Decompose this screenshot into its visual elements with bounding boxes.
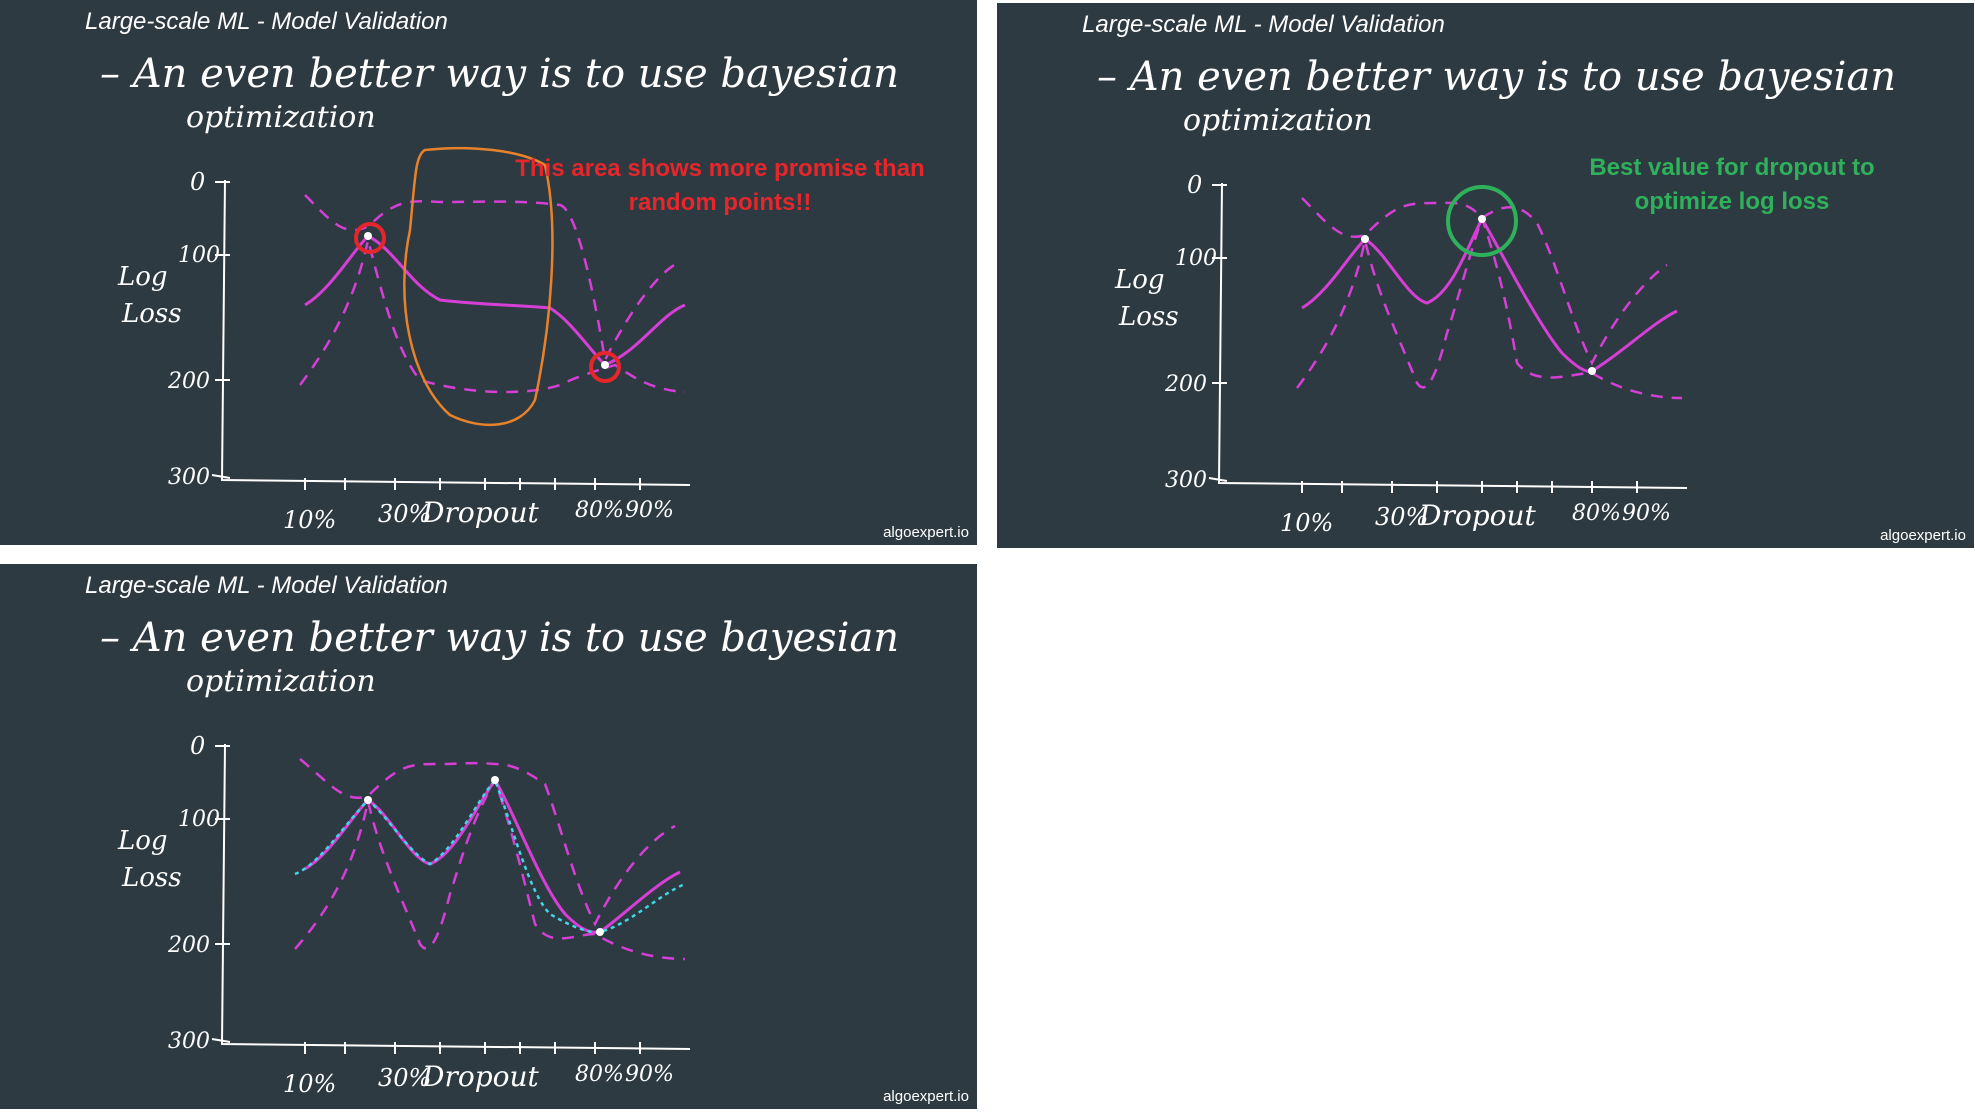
y-ticks (211, 181, 231, 479)
upper-confidence-band (299, 758, 676, 927)
observed-point (1361, 235, 1369, 243)
y-tick-label-300: 300 (168, 1029, 210, 1054)
y-tick-label-200: 200 (1164, 372, 1207, 397)
best-value-circle (1446, 185, 1518, 257)
heading-line-1: – An even better way is to use bayesian (1097, 54, 1897, 100)
x-tick-label-90: 90% (625, 1062, 674, 1087)
slide-title: Large-scale ML - Model Validation (85, 8, 448, 35)
x-tick-label-80: 80% (1572, 501, 1621, 526)
observed-point (364, 232, 372, 240)
slide-1: Large-scale ML - Model Validation – An e… (0, 0, 977, 545)
heading-line-1: – An even better way is to use bayesian (100, 615, 900, 661)
slide-title: Large-scale ML - Model Validation (85, 572, 448, 599)
best-value-annotation: Best value for dropout to optimize log l… (1589, 154, 1875, 215)
lower-confidence-band (1295, 214, 1683, 400)
x-axis-label: Dropout (421, 1060, 540, 1093)
heading: – An even better way is to use bayesian … (1097, 51, 1896, 139)
x-tick-label-30: 30% (378, 500, 431, 528)
y-tick-label-100: 100 (178, 807, 220, 832)
y-tick-label-100: 100 (178, 243, 220, 268)
x-tick-label-90: 90% (625, 498, 674, 523)
y-ticks (211, 745, 231, 1043)
x-tick-label-10: 10% (283, 506, 336, 534)
lower-confidence-band (294, 776, 686, 961)
watermark: algoexpert.io (1880, 527, 1966, 544)
heading-line-2: optimization (186, 100, 376, 135)
heading: – An even better way is to use bayesian … (100, 48, 899, 136)
y-axis-label-line-2: Loss (121, 863, 182, 893)
x-tick-label-90: 90% (1622, 501, 1671, 526)
promise-annotation: This area shows more promise than random… (515, 155, 925, 216)
heading-line-2: optimization (186, 664, 376, 699)
y-axis-label-line-2: Loss (1118, 302, 1179, 332)
x-tick-label-10: 10% (1280, 509, 1333, 537)
axes (1217, 182, 1688, 489)
y-tick-label-0: 0 (190, 168, 205, 196)
x-tick-label-80: 80% (575, 498, 624, 523)
y-tick-label-0: 0 (1187, 171, 1202, 199)
x-ticks (1301, 481, 1638, 493)
x-ticks (304, 478, 641, 490)
heading-line-2: optimization (1183, 103, 1373, 138)
upper-confidence-band (304, 194, 681, 364)
observed-point (1478, 215, 1486, 223)
y-tick-label-200: 200 (167, 369, 210, 394)
mean-curve (304, 777, 681, 934)
observed-point (491, 776, 499, 784)
highlight-circle (589, 351, 621, 383)
mean-curve (304, 234, 686, 367)
x-tick-label-10: 10% (283, 1070, 336, 1098)
heading-line-1: – An even better way is to use bayesian (100, 51, 900, 97)
observed-point (1588, 367, 1596, 375)
axes (220, 179, 691, 486)
observed-point (364, 796, 372, 804)
y-axis-label-line-1: Log (1114, 265, 1165, 295)
x-tick-label-30: 30% (1375, 503, 1428, 531)
watermark: algoexpert.io (883, 1088, 969, 1105)
lower-confidence-band (298, 239, 686, 394)
y-tick-label-200: 200 (167, 933, 210, 958)
y-tick-label-0: 0 (190, 732, 205, 760)
x-ticks (304, 1042, 641, 1054)
slide-3: Large-scale ML - Model Validation – An e… (0, 564, 977, 1109)
y-axis-label-line-1: Log (117, 826, 168, 856)
y-axis-label-line-2: Loss (121, 299, 182, 329)
x-tick-label-30: 30% (378, 1064, 431, 1092)
observed-point (601, 361, 609, 369)
y-tick-label-100: 100 (1175, 246, 1217, 271)
bayesian-plot-2: 0 100 200 300 Log Loss 10% 30% Dropout 8… (1114, 171, 1688, 537)
y-tick-label-300: 300 (1165, 468, 1207, 493)
observed-point (596, 928, 604, 936)
y-tick-label-300: 300 (168, 465, 210, 490)
x-tick-label-80: 80% (575, 1062, 624, 1087)
bayesian-plot-1: 0 100 200 300 Log Loss 10% 30% Dropout 8… (117, 146, 691, 534)
highlight-circle (354, 222, 386, 254)
watermark: algoexpert.io (883, 524, 969, 541)
promising-region-outline (403, 146, 554, 426)
axes (220, 743, 691, 1050)
x-axis-label: Dropout (421, 496, 540, 529)
slide-2: Large-scale ML - Model Validation – An e… (997, 3, 1974, 548)
slide-title: Large-scale ML - Model Validation (1082, 11, 1445, 38)
y-axis-label-line-1: Log (117, 262, 168, 292)
y-ticks (1208, 184, 1228, 482)
heading: – An even better way is to use bayesian … (100, 612, 899, 700)
upper-confidence-band (1301, 197, 1668, 366)
bayesian-plot-3: 0 100 200 300 Log Loss 10% 30% Dropout 8… (117, 732, 691, 1098)
x-axis-label: Dropout (1418, 499, 1537, 532)
